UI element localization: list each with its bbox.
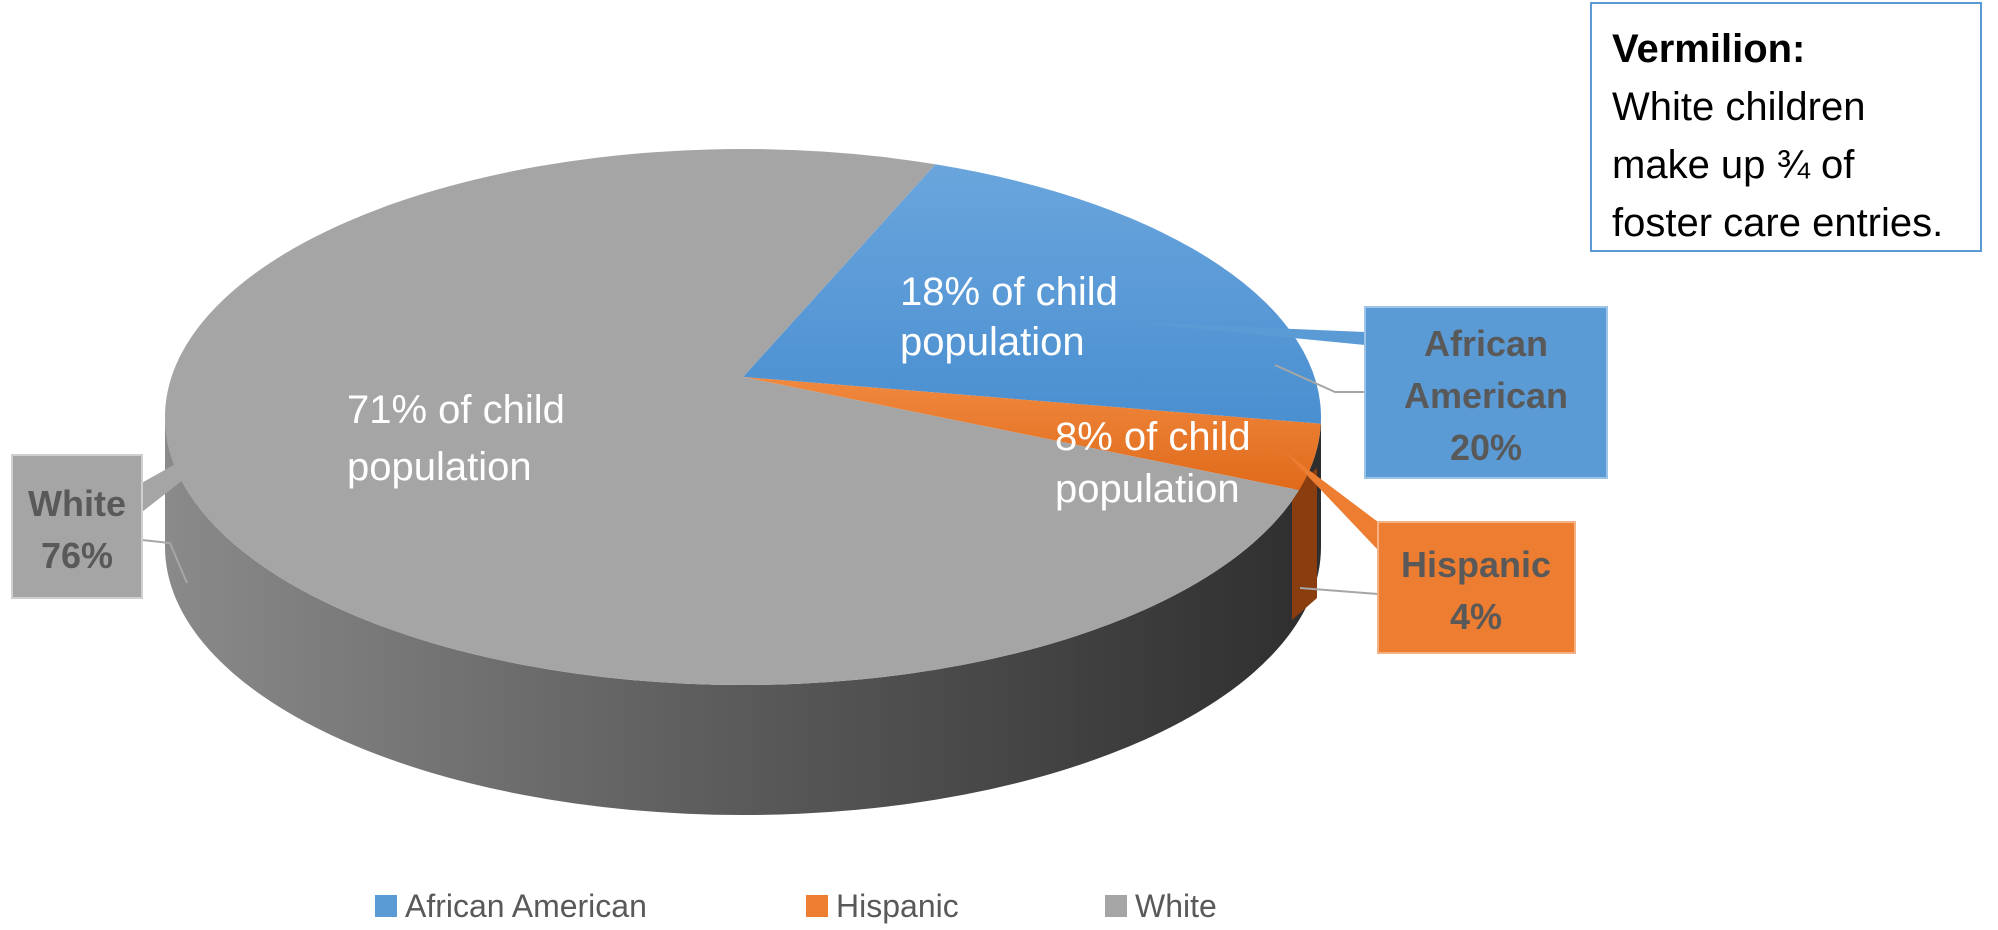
pie-slices (165, 149, 1321, 686)
slice-text-african-american: 18% of child population (900, 270, 1118, 364)
legend-item-white: White (1105, 888, 1217, 924)
svg-text:African: African (1424, 323, 1548, 364)
legend-item-hispanic: Hispanic (806, 888, 959, 924)
svg-text:African American: African American (405, 888, 647, 924)
annotation-line: make up ¾ of (1612, 143, 1855, 187)
leader-african-american (1274, 364, 1365, 393)
slice-african-american (743, 164, 1321, 424)
leader-white (141, 539, 188, 584)
svg-text:8% of child: 8% of child (1055, 415, 1251, 459)
pie-side (165, 417, 1321, 815)
svg-text:Hispanic: Hispanic (836, 888, 959, 924)
slice-text-hispanic: 8% of child population (1055, 415, 1251, 511)
annotation-line: White children (1612, 85, 1866, 129)
svg-text:20%: 20% (1450, 427, 1522, 468)
svg-text:population: population (900, 320, 1085, 364)
slice-hispanic (743, 377, 1321, 491)
legend-item-african-american: African American (375, 888, 647, 924)
svg-text:71% of child: 71% of child (347, 388, 565, 432)
callout-white: White 76% (11, 408, 275, 599)
callout-hispanic: Hispanic 4% (1285, 452, 1576, 654)
annotation-box: Vermilion: White children make up ¾ of f… (1590, 2, 1982, 252)
svg-text:population: population (1055, 467, 1240, 511)
svg-text:American: American (1404, 375, 1568, 416)
slice-text-white: 71% of child population (347, 388, 565, 489)
svg-text:4%: 4% (1450, 596, 1502, 637)
svg-text:18% of child: 18% of child (900, 270, 1118, 314)
legend: African American Hispanic White (375, 888, 1217, 924)
leader-hispanic (1299, 587, 1379, 595)
svg-text:White: White (28, 483, 126, 524)
leader-lines (141, 364, 1379, 595)
annotation-line: foster care entries. (1612, 201, 1944, 245)
hispanic-side (1292, 468, 1317, 620)
svg-text:White: White (1135, 888, 1217, 924)
svg-text:population: population (347, 445, 532, 489)
svg-text:76%: 76% (41, 535, 113, 576)
slice-white (165, 149, 1300, 686)
callout-african-american: African American 20% (1130, 306, 1608, 479)
annotation-title: Vermilion: (1612, 27, 1806, 71)
svg-text:Hispanic: Hispanic (1401, 544, 1551, 585)
